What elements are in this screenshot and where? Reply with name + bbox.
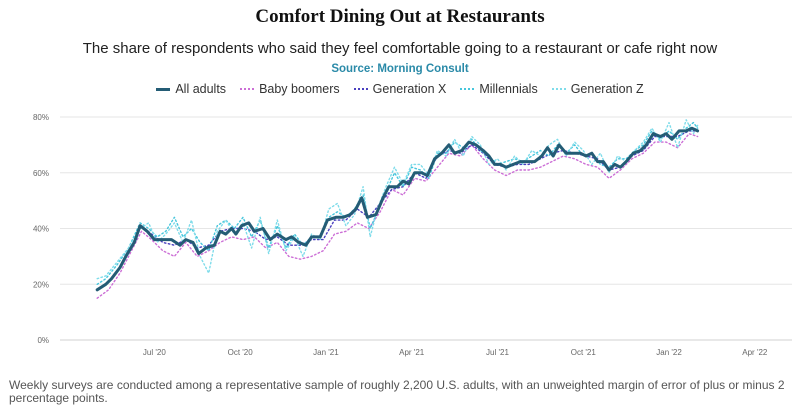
legend-swatch [240,88,255,90]
y-tick-label: 20% [33,280,49,289]
x-tick-label: Oct '20 [228,348,254,357]
legend-swatch [156,87,171,91]
y-tick-label: 40% [33,225,49,234]
line-chart: 0% 20% 40% 60% 80% Jul '20 Oct '20 Jan '21 Apr '… [33,113,792,357]
chart-subtitle: The share of respondents who said they f… [82,40,718,57]
x-tick-label: Jan '22 [656,348,682,357]
legend-label: All adults [175,82,227,96]
series-line-all-adults [95,126,700,292]
legend-label: Generation Z [570,82,644,96]
series-line-generation-x [96,130,699,291]
series-line-millennials [96,121,699,285]
y-tick-label: 60% [33,169,49,178]
legend-label: Millennials [479,82,538,96]
legend-item-all-adults[interactable]: All adults [156,82,226,96]
x-tick-label: Apr '22 [742,348,768,357]
chart-source: Source: Morning Consult [331,63,469,75]
legend-swatch [353,88,368,90]
chart-legend: All adults Baby boomers Generation X Mil… [0,82,800,96]
legend-swatch [460,88,475,90]
x-tick-label: Apr '21 [399,348,425,357]
legend-label: Generation X [372,82,447,96]
y-tick-label: 80% [33,113,49,122]
x-tick-label: Jul '21 [486,348,509,357]
legend-item-generation-z[interactable]: Generation Z [551,82,644,96]
x-tick-label: Oct '21 [571,348,597,357]
series-line-baby-boomers [96,133,699,299]
legend-item-millennials[interactable]: Millennials [460,82,538,96]
series-line-generation-z [96,119,699,280]
x-tick-label: Jul '20 [143,348,166,357]
chart-footnote: Weekly surveys are conducted among a rep… [9,378,785,405]
chart-title: Comfort Dining Out at Restaurants [255,6,545,27]
legend-item-baby-boomers[interactable]: Baby boomers [240,82,340,96]
legend-swatch [551,88,566,90]
legend-item-generation-x[interactable]: Generation X [353,82,447,96]
x-tick-label: Jan '21 [313,348,339,357]
legend-label: Baby boomers [259,82,340,96]
y-tick-label: 0% [37,336,49,345]
